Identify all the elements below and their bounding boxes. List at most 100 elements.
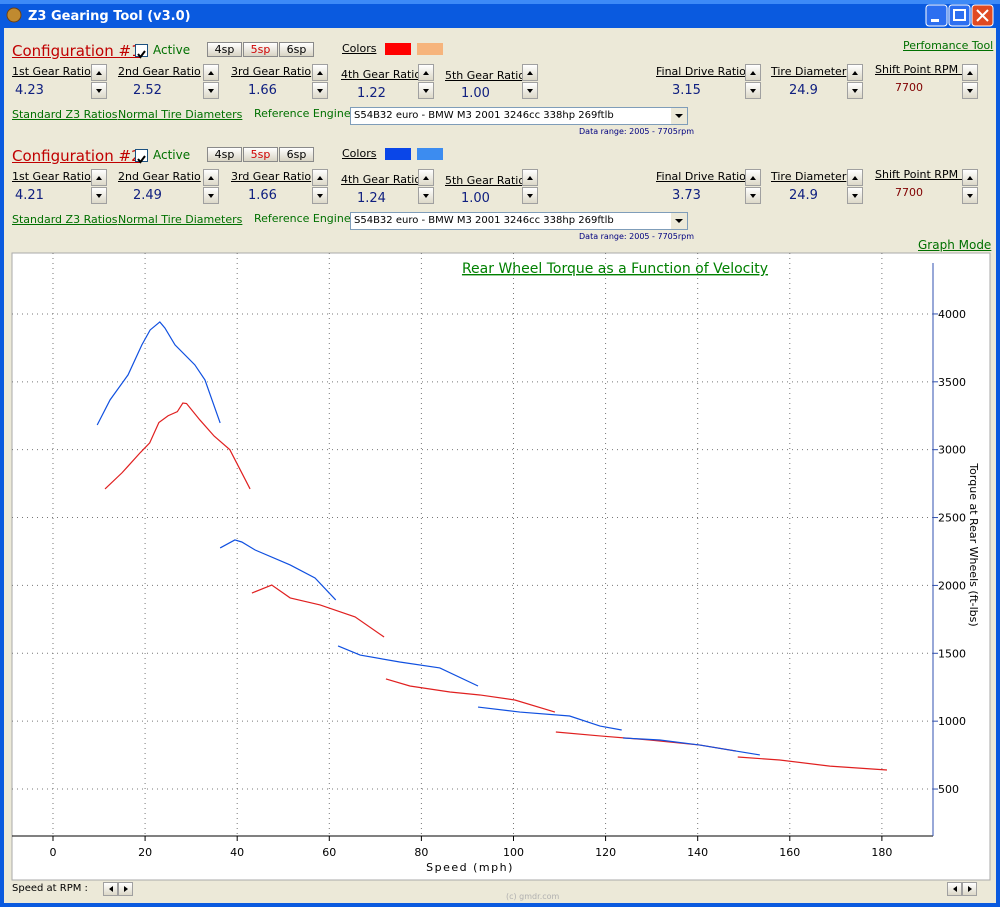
spin-up[interactable]	[962, 64, 978, 81]
tire-diameters-link[interactable]: Normal Tire Diameters	[118, 213, 242, 226]
gear-count-button[interactable]: 6sp	[279, 42, 314, 57]
spin-up[interactable]	[91, 169, 107, 186]
spin-down[interactable]	[522, 82, 538, 99]
up-arrow	[208, 71, 214, 75]
field-value[interactable]: 7700	[895, 186, 923, 199]
spin-up[interactable]	[522, 64, 538, 81]
minimize-button[interactable]	[926, 5, 947, 26]
field-label: 5th Gear Ratio	[445, 69, 525, 82]
spin-down[interactable]	[847, 187, 863, 204]
tire-diameters-link[interactable]: Normal Tire Diameters	[118, 108, 242, 121]
spin-down[interactable]	[91, 82, 107, 99]
spin-down[interactable]	[418, 187, 434, 204]
down-arrow	[208, 89, 214, 93]
color-swatch[interactable]	[385, 148, 411, 160]
window-title: Z3 Gearing Tool (v3.0)	[28, 9, 191, 24]
engine-dropdown[interactable]: S54B32 euro - BMW M3 2001 3246cc 338hp 2…	[350, 107, 688, 125]
x-tick-label: 60	[322, 846, 336, 859]
spin-down[interactable]	[847, 82, 863, 99]
check-mark	[136, 49, 147, 60]
active-checkbox[interactable]	[135, 44, 148, 57]
gear-count-button[interactable]: 4sp	[207, 147, 242, 162]
up-arrow	[423, 71, 429, 75]
spin-down[interactable]	[203, 187, 219, 204]
spin-up[interactable]	[745, 64, 761, 81]
spin-down[interactable]	[312, 82, 328, 99]
standard-ratios-link[interactable]: Standard Z3 Ratios	[12, 213, 118, 226]
field-label: Shift Point RPM :	[875, 63, 965, 76]
field-value[interactable]: 24.9	[789, 83, 818, 98]
spin-up[interactable]	[522, 169, 538, 186]
field-value[interactable]: 3.73	[672, 188, 701, 203]
y-tick-label: 3500	[938, 376, 966, 389]
field-label: 4th Gear Ratio	[341, 173, 421, 186]
dropdown-arrow[interactable]	[671, 213, 687, 229]
color-swatch[interactable]	[417, 148, 443, 160]
up-arrow	[317, 71, 323, 75]
spin-up[interactable]	[418, 64, 434, 81]
field-value[interactable]: 2.49	[133, 188, 162, 203]
engine-dropdown[interactable]: S54B32 euro - BMW M3 2001 3246cc 338hp 2…	[350, 212, 688, 230]
scroll-button[interactable]	[103, 882, 118, 896]
gear-count-button[interactable]: 6sp	[279, 147, 314, 162]
spin-up[interactable]	[418, 169, 434, 186]
spin-down[interactable]	[745, 82, 761, 99]
colors-label: Colors	[342, 42, 376, 55]
field-value[interactable]: 2.52	[133, 83, 162, 98]
dropdown-arrow-icon	[671, 108, 687, 124]
field-value[interactable]: 1.66	[248, 83, 277, 98]
field-value[interactable]: 24.9	[789, 188, 818, 203]
x-tick-label: 120	[595, 846, 616, 859]
title-bar-highlight	[0, 0, 1000, 4]
gear-count-button[interactable]: 5sp	[243, 147, 278, 162]
field-value[interactable]: 4.21	[15, 188, 44, 203]
standard-ratios-link[interactable]: Standard Z3 Ratios	[12, 108, 118, 121]
spin-down[interactable]	[312, 187, 328, 204]
gear-count-button[interactable]: 4sp	[207, 42, 242, 57]
scroll-arrow	[953, 886, 957, 892]
spin-up[interactable]	[203, 169, 219, 186]
field-value[interactable]: 3.15	[672, 83, 701, 98]
scroll-button[interactable]	[118, 882, 133, 896]
spin-down[interactable]	[418, 82, 434, 99]
engine-label: Reference Engine:	[254, 107, 354, 120]
spin-up[interactable]	[312, 64, 328, 81]
graph-mode-link[interactable]: Graph Mode	[918, 238, 991, 252]
spin-up[interactable]	[962, 169, 978, 186]
scroll-button[interactable]	[962, 882, 977, 896]
x-tick-label: 100	[503, 846, 524, 859]
spin-up[interactable]	[91, 64, 107, 81]
field-value[interactable]: 1.22	[357, 86, 386, 101]
spin-down[interactable]	[962, 187, 978, 204]
spin-up[interactable]	[312, 169, 328, 186]
color-swatch[interactable]	[417, 43, 443, 55]
field-value[interactable]: 7700	[895, 81, 923, 94]
spin-up[interactable]	[847, 64, 863, 81]
spin-up[interactable]	[847, 169, 863, 186]
x-tick-label: 40	[230, 846, 244, 859]
field-value[interactable]: 1.00	[461, 191, 490, 206]
down-arrow	[527, 194, 533, 198]
spin-down[interactable]	[522, 187, 538, 204]
field-label: 3rd Gear Ratio	[231, 65, 311, 78]
gear-count-button[interactable]: 5sp	[243, 42, 278, 57]
window-border	[0, 28, 4, 907]
field-value[interactable]: 1.24	[357, 191, 386, 206]
maximize-button[interactable]	[949, 5, 970, 26]
scroll-button[interactable]	[947, 882, 962, 896]
up-arrow	[317, 176, 323, 180]
check-mark	[136, 154, 147, 165]
spin-down[interactable]	[745, 187, 761, 204]
color-swatch[interactable]	[385, 43, 411, 55]
spin-down[interactable]	[91, 187, 107, 204]
field-value[interactable]: 1.00	[461, 86, 490, 101]
x-tick-label: 160	[779, 846, 800, 859]
spin-up[interactable]	[203, 64, 219, 81]
field-value[interactable]: 4.23	[15, 83, 44, 98]
field-value[interactable]: 1.66	[248, 188, 277, 203]
spin-down[interactable]	[962, 82, 978, 99]
spin-down[interactable]	[203, 82, 219, 99]
spin-up[interactable]	[745, 169, 761, 186]
dropdown-arrow[interactable]	[671, 108, 687, 124]
active-checkbox[interactable]	[135, 149, 148, 162]
